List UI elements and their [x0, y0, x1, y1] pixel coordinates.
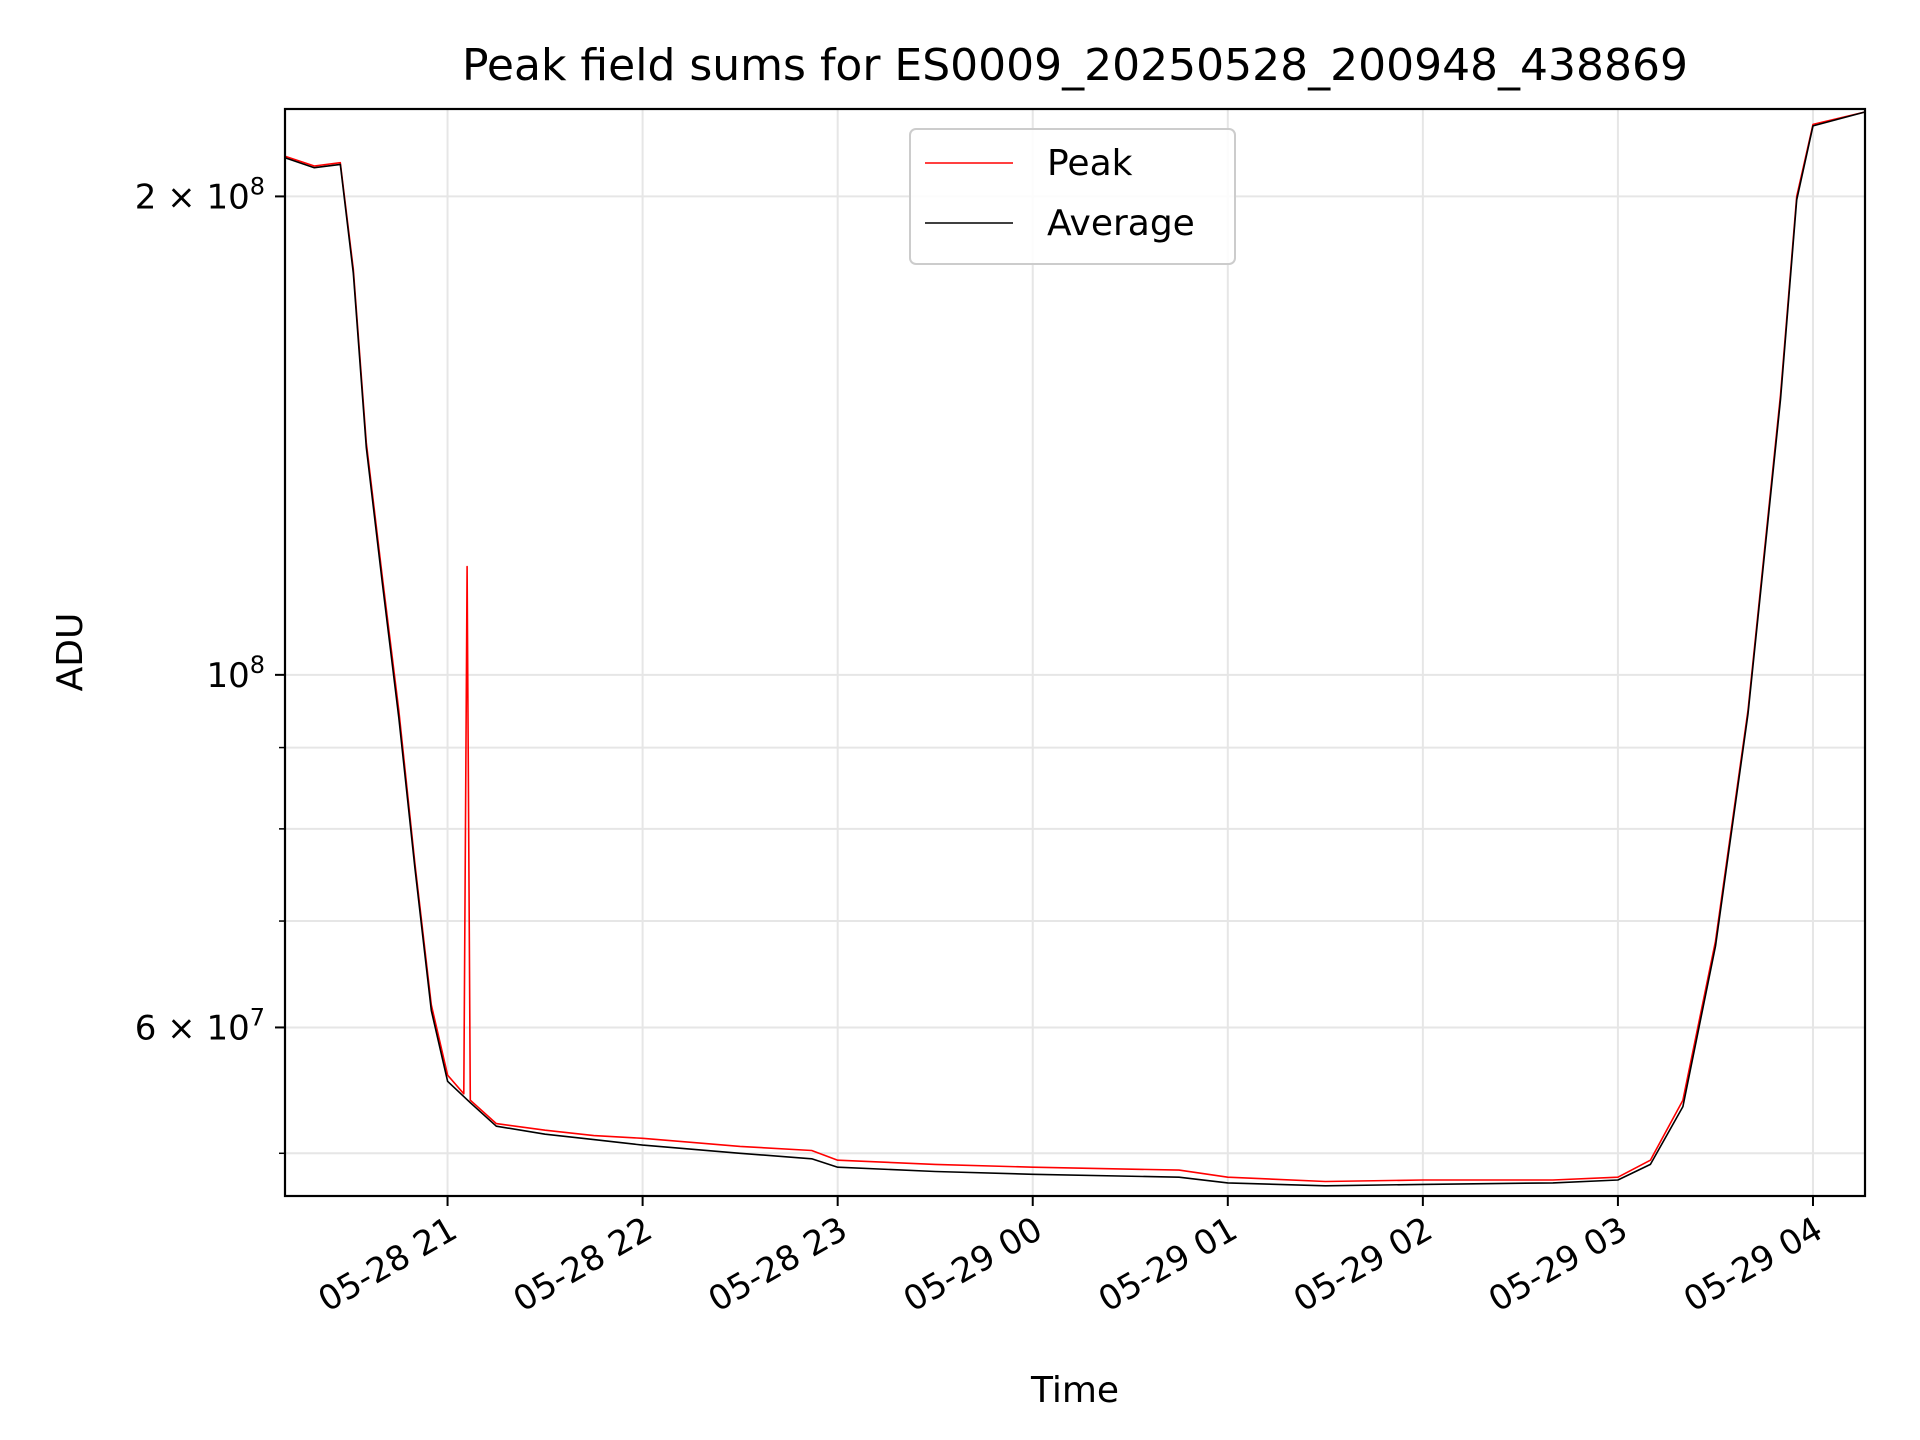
- legend-label-average: Average: [1047, 203, 1195, 244]
- y-tick-label: 108: [206, 651, 265, 696]
- chart-title: Peak field sums for ES0009_20250528_2009…: [462, 40, 1688, 91]
- y-tick-label: 2 × 108: [135, 172, 265, 217]
- plot-frame: [283, 107, 1867, 1198]
- legend-label-peak: Peak: [1047, 143, 1133, 184]
- series-line-average: [284, 111, 1866, 1187]
- series-line-peak: [284, 111, 1866, 1183]
- y-tick-label: 6 × 107: [135, 1003, 265, 1048]
- series-layer: [284, 111, 1866, 1187]
- legend: Peak Average: [909, 128, 1236, 265]
- y-axis-title: ADU: [50, 613, 91, 692]
- x-axis-title: Time: [1030, 1370, 1119, 1411]
